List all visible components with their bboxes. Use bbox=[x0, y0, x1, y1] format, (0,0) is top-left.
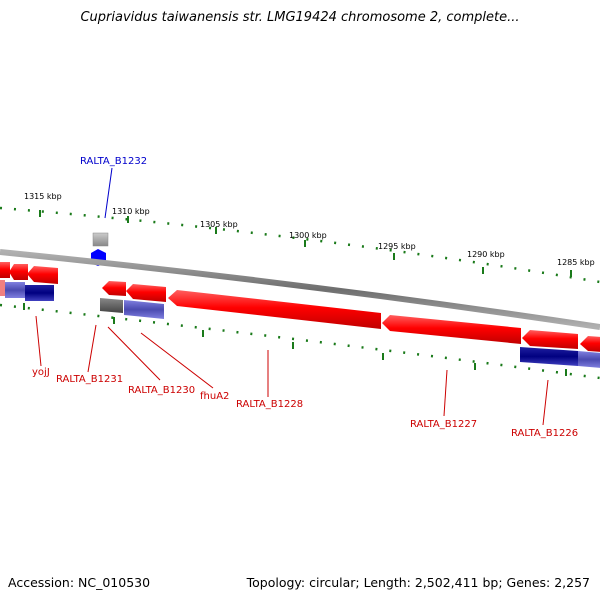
leader-line-yojj bbox=[35, 315, 42, 367]
map-title: Cupriavidus taiwanensis str. LMG19424 ch… bbox=[80, 10, 520, 25]
leader-line-ralta-b1226 bbox=[542, 379, 549, 426]
gene-arrow-red[interactable] bbox=[102, 281, 126, 296]
gene-ralta-b1227-arrow[interactable] bbox=[382, 315, 521, 344]
gene-arrow-red[interactable] bbox=[0, 262, 10, 278]
leader-line-ralta-b1230 bbox=[107, 326, 161, 381]
kbp-label: 1305 kbp bbox=[200, 220, 238, 229]
gene-label-ralta-b1231[interactable]: RALTA_B1231 bbox=[56, 374, 123, 385]
leader-line-fhua2 bbox=[140, 332, 214, 389]
feature-pink[interactable] bbox=[0, 280, 5, 296]
gene-fhua2-arrow[interactable] bbox=[168, 290, 381, 329]
kbp-ticks bbox=[39, 210, 572, 277]
feature-purple-b1230[interactable] bbox=[124, 300, 164, 319]
feature-grey-small[interactable] bbox=[92, 232, 109, 247]
product-features bbox=[0, 280, 600, 368]
gene-arrow-red[interactable] bbox=[9, 264, 28, 280]
feature-navy-b1226[interactable] bbox=[520, 347, 578, 366]
kbp-label: 1285 kbp bbox=[557, 258, 595, 267]
outer-scale-track bbox=[0, 206, 600, 284]
kbp-label: 1290 kbp bbox=[467, 250, 505, 259]
accession-text: Accession: NC_010530 bbox=[8, 575, 151, 590]
gene-ralta-b1226-arrow[interactable] bbox=[522, 330, 578, 349]
gene-label-ralta-b1230[interactable]: RALTA_B1230 bbox=[128, 385, 195, 396]
kbp-label: 1310 kbp bbox=[112, 207, 150, 216]
feature-grey-dark[interactable] bbox=[100, 298, 123, 313]
leader-lines bbox=[35, 315, 549, 426]
leader-line bbox=[104, 167, 113, 219]
gene-arrow-red[interactable] bbox=[27, 266, 58, 284]
gene-label-ralta-b1226[interactable]: RALTA_B1226 bbox=[511, 428, 578, 439]
feature-purple-edge[interactable] bbox=[578, 351, 600, 368]
topology-text: Topology: circular; Length: 2,502,411 bp… bbox=[246, 575, 590, 590]
leader-line-ralta-b1227 bbox=[443, 369, 448, 417]
gene-label-fhua2[interactable]: fhuA2 bbox=[200, 391, 229, 402]
feature-navy[interactable] bbox=[25, 285, 54, 301]
kbp-label: 1295 kbp bbox=[378, 242, 416, 251]
feature-purple[interactable] bbox=[5, 282, 25, 298]
kbp-label: 1300 kbp bbox=[289, 231, 327, 240]
forward-genes bbox=[0, 262, 600, 352]
gene-label-ralta-b1232[interactable]: RALTA_B1232 bbox=[80, 156, 147, 167]
gene-arrow-red[interactable] bbox=[126, 284, 166, 302]
inner-scale-track bbox=[0, 303, 600, 380]
inner-ticks bbox=[23, 303, 567, 376]
leader-line-ralta-b1231 bbox=[87, 324, 97, 373]
gene-arrow-red[interactable] bbox=[580, 336, 600, 352]
genome-backbone bbox=[0, 249, 600, 330]
gene-label-ralta-b1228[interactable]: RALTA_B1228 bbox=[236, 399, 303, 410]
kbp-label: 1315 kbp bbox=[24, 192, 62, 201]
gene-label-ralta-b1227[interactable]: RALTA_B1227 bbox=[410, 419, 477, 430]
gene-label-yojj[interactable]: yojJ bbox=[32, 367, 50, 378]
